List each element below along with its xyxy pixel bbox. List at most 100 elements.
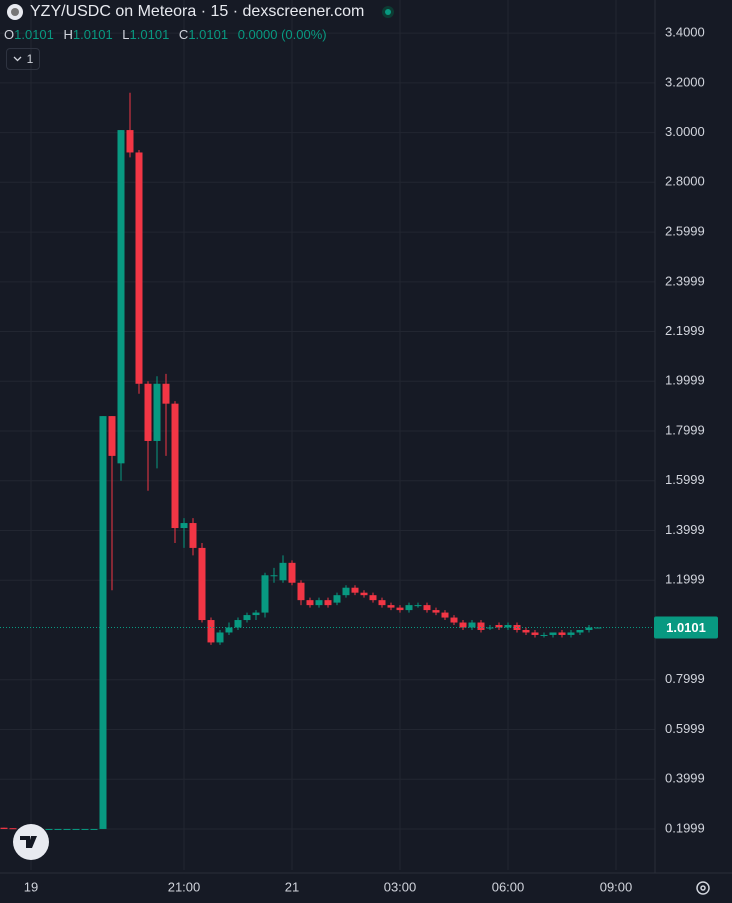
candle-body <box>387 605 395 608</box>
y-tick-label: 3.2000 <box>665 74 705 89</box>
token-icon <box>7 4 23 20</box>
candle-body <box>279 562 287 581</box>
candle-body <box>450 617 458 623</box>
legend-value: 1.0101 <box>129 27 170 42</box>
candle-body <box>468 622 476 628</box>
candle-body <box>63 828 71 830</box>
candle-body <box>486 627 494 629</box>
y-tick-label: 3.0000 <box>665 124 705 139</box>
y-tick-label: 2.8000 <box>665 174 705 189</box>
settings-icon[interactable] <box>696 881 710 895</box>
y-tick-label: 0.5999 <box>665 721 705 736</box>
y-tick-label: 1.3999 <box>665 522 705 537</box>
candle-body <box>270 575 278 577</box>
candle-body <box>153 383 161 441</box>
candle-body <box>297 582 305 601</box>
candle-body <box>495 625 503 628</box>
grid <box>0 0 655 870</box>
legend-value: 1.0101 <box>72 27 113 42</box>
candle-body <box>207 620 215 643</box>
candle-body <box>414 605 422 607</box>
candle-body <box>9 828 17 830</box>
candle-body <box>342 587 350 596</box>
candle-body <box>72 828 80 830</box>
y-tick-label: 1.9999 <box>665 373 705 388</box>
candle-body <box>540 634 548 636</box>
y-tick-label: 2.3999 <box>665 273 705 288</box>
candle-body <box>306 600 314 606</box>
candle-body <box>567 632 575 635</box>
candle-body <box>351 587 359 593</box>
legend-key: C <box>178 27 189 42</box>
candle-body <box>90 828 98 830</box>
candle-body <box>0 827 8 829</box>
candle-body <box>504 625 512 628</box>
y-tick-label: 0.1999 <box>665 820 705 835</box>
legend-key: H <box>63 27 73 42</box>
candle-body <box>459 622 467 628</box>
candle-body <box>180 523 188 529</box>
y-tick-label: 3.4000 <box>665 25 705 40</box>
candle-body <box>423 605 431 611</box>
candle-body <box>315 600 323 606</box>
candle-body <box>558 632 566 635</box>
candle-body <box>243 615 251 621</box>
candle-body <box>171 403 179 529</box>
ohlc-legend: O1.0101 H1.0101 L1.0101 C1.0101 0.0000 (… <box>4 27 333 42</box>
header: YZY/USDC on Meteora · 15 · dexscreener.c… <box>6 3 396 21</box>
candle-body <box>117 130 125 464</box>
candle-body <box>99 416 107 829</box>
tv-logo <box>13 824 49 860</box>
candle-body <box>198 547 206 621</box>
legend-change: 0.0000 (0.00%) <box>237 27 327 42</box>
last-price-tag <box>654 616 718 639</box>
candle-body <box>45 828 53 830</box>
candle-body <box>432 610 440 613</box>
chart-title: YZY/USDC on Meteora · 15 · dexscreener.c… <box>30 3 365 20</box>
candle-body <box>54 828 62 830</box>
y-tick-label: 1.1999 <box>665 572 705 587</box>
candle-body <box>189 523 197 548</box>
indicator-toggle[interactable]: 1 <box>6 48 40 70</box>
legend-value: 1.0101 <box>188 27 229 42</box>
candle-body <box>441 612 449 618</box>
candle-body <box>135 152 143 384</box>
y-tick-label: 1.5999 <box>665 472 705 487</box>
y-tick-label: 0.3999 <box>665 771 705 786</box>
candle-body <box>333 595 341 603</box>
candle-body <box>576 629 584 633</box>
y-tick-label: 2.5999 <box>665 224 705 239</box>
candle-body <box>234 620 242 628</box>
candle-body <box>126 130 134 153</box>
candle-body <box>369 595 377 601</box>
y-tick-label: 0.7999 <box>665 671 705 686</box>
y-tick-label: 1.7999 <box>665 422 705 437</box>
candle-body <box>477 622 485 630</box>
candle-body <box>261 575 269 613</box>
legend-key: O <box>4 27 15 42</box>
chevron <box>13 56 22 62</box>
x-tick-label: 09:00 <box>600 879 633 894</box>
indicator-count: 1 <box>26 52 34 66</box>
x-tick-label: 19 <box>24 879 38 894</box>
candles <box>0 92 602 830</box>
candle-body <box>216 632 224 643</box>
candle-body <box>108 416 116 456</box>
candle-body <box>288 562 296 583</box>
candle-body <box>144 383 152 441</box>
legend-key: L <box>122 27 130 42</box>
status-dot <box>382 6 395 18</box>
x-tick-label: 03:00 <box>384 879 417 894</box>
candle-body <box>531 632 539 635</box>
candle-body <box>360 592 368 596</box>
candle-body <box>162 383 170 404</box>
candle-body <box>585 627 593 630</box>
legend-value: 1.0101 <box>14 27 54 42</box>
y-tick-label: 2.1999 <box>665 323 705 338</box>
candle-body <box>225 627 233 633</box>
candle-body <box>324 600 332 606</box>
x-tick-label: 21:00 <box>168 879 201 894</box>
x-tick-label: 21 <box>285 879 299 894</box>
